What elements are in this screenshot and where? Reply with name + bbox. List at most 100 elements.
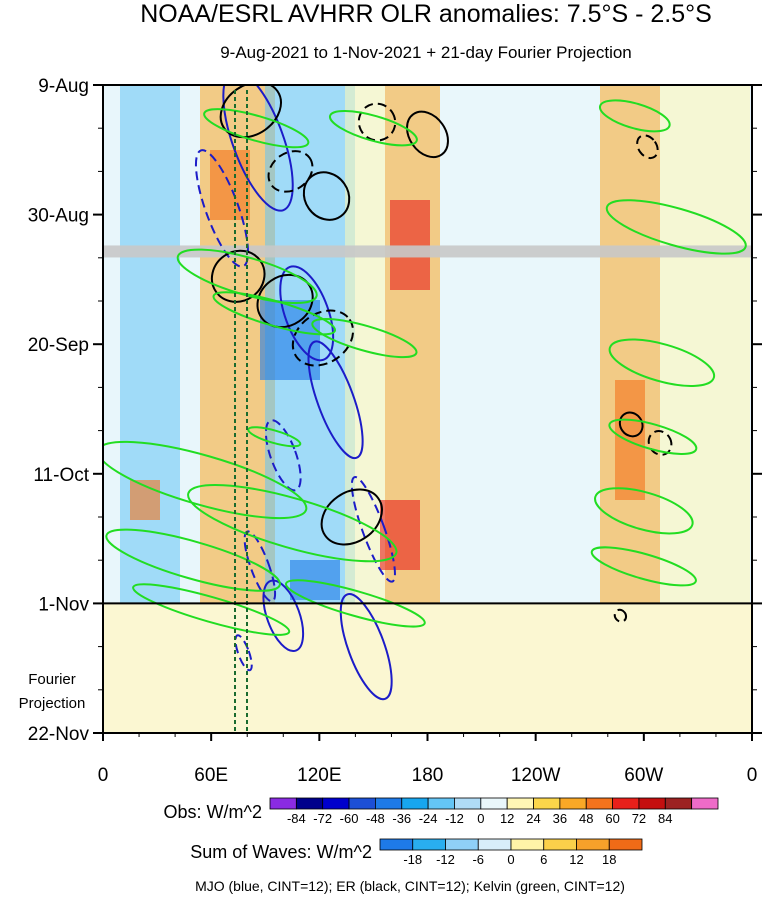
er-contour xyxy=(357,102,397,142)
waves-colorbar-label: Sum of Waves: W/m^2 xyxy=(190,842,372,862)
colorbar-tick-label: 60 xyxy=(605,811,619,826)
colorbar-tick-label: -24 xyxy=(419,811,438,826)
colorbar-tick-label: 0 xyxy=(477,811,484,826)
y-tick-label: 9-Aug xyxy=(38,76,89,97)
colorbar-swatch xyxy=(510,838,545,851)
mjo-contour xyxy=(234,634,253,672)
colorbar-swatch xyxy=(445,838,479,851)
x-tick-label: 0 xyxy=(747,765,758,786)
colorbar-swatch xyxy=(322,797,350,810)
plot-area xyxy=(103,85,752,733)
colorbar-tick-label: 18 xyxy=(602,852,616,867)
kelvin-contour xyxy=(605,199,747,255)
colorbar-swatch xyxy=(576,838,610,851)
colorbar-swatch xyxy=(543,838,577,851)
colorbar-tick-label: -12 xyxy=(445,811,464,826)
kelvin-contour xyxy=(608,418,698,455)
colorbar-swatch xyxy=(608,838,643,851)
colorbar-swatch xyxy=(664,797,693,810)
colorbar-swatch xyxy=(348,797,376,810)
kelvin-contour xyxy=(203,108,310,149)
y-axis: 9-Aug 30-Aug 20-Sep 11-Oct 1-Nov 22-Nov xyxy=(28,76,762,745)
colorbar-tick-label: 72 xyxy=(632,811,646,826)
y-tick-label: 22-Nov xyxy=(28,724,90,745)
colorbar-tick-label: 36 xyxy=(553,811,567,826)
er-contour xyxy=(613,608,628,623)
x-tick-label: 0 xyxy=(98,765,109,786)
mjo-contour xyxy=(279,265,335,362)
kelvin-contour xyxy=(132,583,291,636)
colorbar-swatch xyxy=(412,838,446,851)
mjo-contour xyxy=(339,593,393,701)
colorbar-swatch xyxy=(375,797,403,810)
kelvin-contour xyxy=(247,426,302,448)
kelvin-contour xyxy=(284,579,426,628)
kelvin-contour xyxy=(598,99,671,133)
field-patch xyxy=(380,500,420,570)
field-band xyxy=(345,85,385,604)
colorbar-swatch xyxy=(295,797,324,810)
er-contour xyxy=(219,85,282,139)
colorbar-swatch xyxy=(401,797,429,810)
colorbar-tick-label: 12 xyxy=(569,852,583,867)
x-tick-label: 180 xyxy=(412,765,444,786)
colorbar-tick-label: -6 xyxy=(472,852,484,867)
colorbar-swatch xyxy=(585,797,613,810)
colorbar-tick-label: -36 xyxy=(392,811,411,826)
projection-label-line2: Projection xyxy=(19,695,86,712)
projection-field xyxy=(103,603,752,733)
x-tick-label: 120W xyxy=(511,765,561,786)
field-band xyxy=(660,85,750,604)
mjo-contour xyxy=(350,476,396,583)
colorbar-swatch xyxy=(691,797,719,810)
colorbar-tick-label: -72 xyxy=(313,811,332,826)
colorbar-swatch xyxy=(638,797,666,810)
chart-subtitle: 9-Aug-2021 to 1-Nov-2021 + 21-day Fourie… xyxy=(220,43,632,62)
colorbar-swatch xyxy=(379,838,414,851)
footer-legend: MJO (blue, CINT=12); ER (black, CINT=12)… xyxy=(195,878,625,894)
colorbar-swatch xyxy=(506,797,534,810)
y-tick-label: 1-Nov xyxy=(38,594,89,615)
missing-data-band xyxy=(103,245,752,258)
mjo-contour xyxy=(194,149,250,268)
colorbar-swatch xyxy=(480,797,508,810)
field-band xyxy=(120,85,180,604)
x-tick-label: 60E xyxy=(194,765,228,786)
x-axis: 0 60E 120E 180 120W 60W 0 xyxy=(98,733,758,786)
kelvin-contours xyxy=(103,99,747,636)
obs-colorbar-label: Obs: W/m^2 xyxy=(164,802,262,822)
colorbar-tick-label: 0 xyxy=(507,852,514,867)
colorbar-tick-label: 24 xyxy=(526,811,540,826)
y-tick-label: 20-Sep xyxy=(28,335,89,356)
er-contour xyxy=(320,488,383,546)
colorbar-swatch xyxy=(533,797,561,810)
kelvin-contour xyxy=(311,317,418,359)
y-tick-label: 30-Aug xyxy=(28,206,89,227)
colorbar-tick-label: 12 xyxy=(500,811,514,826)
colorbar-tick-label: 84 xyxy=(658,811,672,826)
kelvin-contour xyxy=(103,440,308,520)
kelvin-contour xyxy=(590,546,697,587)
er-contour xyxy=(618,411,644,438)
field-patch xyxy=(260,300,320,380)
er-contour xyxy=(636,134,659,160)
colorbar-swatch xyxy=(612,797,640,810)
kelvin-contour xyxy=(105,528,281,592)
colorbar-tick-label: -18 xyxy=(403,852,422,867)
x-tick-label: 60W xyxy=(624,765,663,786)
kelvin-contour xyxy=(187,484,398,563)
kelvin-contour xyxy=(328,110,418,147)
er-contour xyxy=(291,309,355,367)
kelvin-contour xyxy=(594,487,694,535)
waves-colorbar: -18 -12 -6 0 6 12 18 xyxy=(379,838,643,867)
chart-title: NOAA/ESRL AVHRR OLR anomalies: 7.5°S - 2… xyxy=(140,0,712,28)
obs-colorbar: -84 -72 -60 -48 -36 -24 -12 0 12 24 36 48 60 72 84 xyxy=(269,797,719,826)
mjo-contour xyxy=(307,340,364,460)
colorbar-tick-label: -12 xyxy=(436,852,455,867)
kelvin-contour xyxy=(608,338,716,387)
colorbar-tick-label: 6 xyxy=(540,852,547,867)
colorbar-tick-label: -84 xyxy=(287,811,306,826)
colorbar-tick-label: 48 xyxy=(579,811,593,826)
er-contour xyxy=(267,150,314,193)
